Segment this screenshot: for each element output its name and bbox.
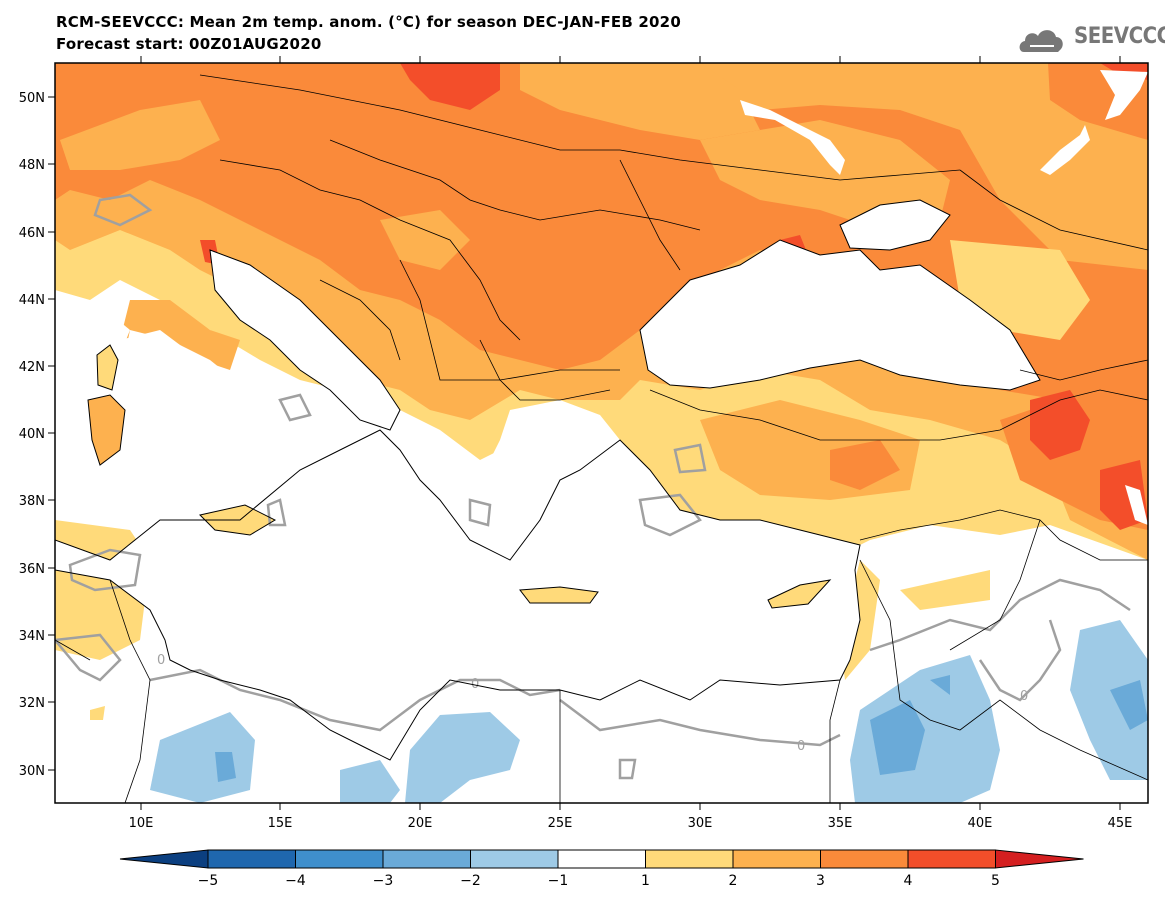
lon-tick-label: 45E xyxy=(1108,816,1133,831)
colorbar-segment xyxy=(295,849,384,869)
cloud-logo-icon xyxy=(1019,30,1063,52)
lat-tick-label: 38N xyxy=(19,494,45,509)
colorbar-segment xyxy=(557,849,646,869)
lon-tick-label: 25E xyxy=(548,816,573,831)
contour-label: 0 xyxy=(797,739,805,754)
colorbar: −5 −4 −3 −2 −1 1 2 3 4 5 xyxy=(119,849,1084,889)
colorbar-tick-label: −3 xyxy=(373,873,394,889)
lat-tick-label: 46N xyxy=(19,226,45,241)
lat-tick-label: 42N xyxy=(19,360,45,375)
lon-axis: 10E 15E 20E 25E 30E 35E 40E 45E xyxy=(129,56,1133,831)
lat-tick-label: 44N xyxy=(19,293,45,308)
forecast-start-label: Forecast start: 00Z01AUG2020 xyxy=(56,35,322,53)
colorbar-min-arrow xyxy=(119,849,209,869)
lon-tick-label: 40E xyxy=(968,816,993,831)
map-title: RCM-SEEVCCC: Mean 2m temp. anom. (°C) fo… xyxy=(56,13,681,31)
lon-tick-label: 15E xyxy=(268,816,293,831)
colorbar-tick-label: 2 xyxy=(729,873,738,889)
anomaly-fill-negative xyxy=(150,620,1148,803)
colorbar-segment xyxy=(645,849,734,869)
colorbar-tick-label: 1 xyxy=(641,873,650,889)
lat-tick-label: 50N xyxy=(19,91,45,106)
colorbar-segment xyxy=(207,849,296,869)
colorbar-tick-label: 3 xyxy=(816,873,825,889)
colorbar-tick-label: −4 xyxy=(285,873,306,889)
colorbar-segment xyxy=(470,849,559,869)
coastlines xyxy=(55,199,1041,761)
lat-tick-label: 40N xyxy=(19,427,45,442)
lon-tick-label: 35E xyxy=(828,816,853,831)
zero-contours xyxy=(55,193,1131,780)
lat-tick-label: 48N xyxy=(19,158,45,173)
zero-contour-labels: 0 0 0 0 xyxy=(157,653,1028,754)
contour-label: 0 xyxy=(471,677,479,692)
colorbar-segment xyxy=(382,849,471,869)
lat-axis: 50N 48N 46N 44N 42N 40N 38N 36N 34N 32N … xyxy=(19,91,55,779)
lat-tick-label: 34N xyxy=(19,629,45,644)
lat-tick-label: 32N xyxy=(19,696,45,711)
inland-water xyxy=(740,70,1148,525)
colorbar-tick-label: −5 xyxy=(198,873,219,889)
contour-label: 0 xyxy=(1020,689,1028,704)
colorbar-tick-label: −1 xyxy=(548,873,569,889)
colorbar-segment xyxy=(907,849,996,869)
logo-text: SEEVCCC xyxy=(1074,24,1165,49)
colorbar-segment xyxy=(820,849,909,869)
colorbar-tick-label: −2 xyxy=(460,873,481,889)
lon-tick-label: 10E xyxy=(129,816,154,831)
contour-label: 0 xyxy=(157,653,165,668)
lon-tick-label: 30E xyxy=(688,816,713,831)
map-panel: 0 0 0 0 xyxy=(55,63,1148,803)
lat-tick-label: 30N xyxy=(19,764,45,779)
colorbar-segment xyxy=(732,849,821,869)
lat-tick-label: 36N xyxy=(19,562,45,577)
lon-tick-label: 20E xyxy=(408,816,433,831)
colorbar-max-arrow xyxy=(995,849,1084,869)
colorbar-tick-label: 5 xyxy=(991,873,1000,889)
country-borders xyxy=(55,74,1148,803)
colorbar-tick-label: 4 xyxy=(904,873,913,889)
